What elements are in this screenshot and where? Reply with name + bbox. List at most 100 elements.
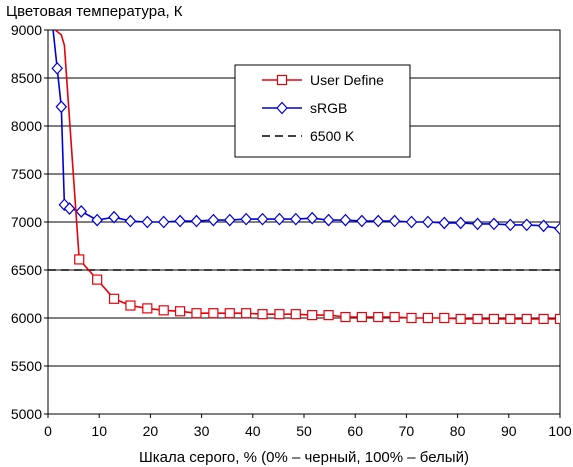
x-tick-label: 50	[296, 423, 312, 439]
y-tick-label: 8500	[11, 70, 42, 86]
data-point-user-define	[455, 313, 466, 325]
data-point-user-define	[142, 303, 153, 314]
data-point-srgb	[91, 213, 103, 227]
series-group	[48, 30, 560, 325]
legend-marker-user-define	[276, 74, 288, 86]
data-point-srgb	[124, 214, 137, 228]
data-point-srgb	[108, 210, 120, 224]
data-point-user-define	[389, 311, 400, 323]
legend: User Define sRGB 6500 K	[234, 64, 411, 158]
data-point-user-define	[554, 313, 560, 325]
y-tick-label: 6500	[11, 262, 42, 278]
x-tick-label: 0	[44, 423, 52, 439]
data-point-user-define	[290, 309, 301, 320]
legend-label: User Define	[310, 72, 384, 88]
x-tick-label: 100	[548, 423, 572, 439]
data-point-user-define	[422, 312, 434, 324]
data-point-srgb	[157, 215, 170, 229]
x-tick-label: 90	[501, 423, 517, 439]
data-point-srgb	[422, 215, 434, 229]
data-point-user-define	[191, 308, 202, 319]
data-point-user-define	[208, 308, 219, 319]
data-point-user-define	[356, 311, 367, 323]
data-point-srgb	[51, 62, 64, 75]
y-tick-label: 7500	[11, 166, 42, 182]
data-point-user-define	[108, 293, 120, 304]
data-point-srgb	[471, 217, 484, 231]
data-point-srgb	[240, 212, 252, 226]
series-user-define	[54, 30, 560, 325]
data-point-user-define	[74, 254, 85, 265]
data-point-srgb	[356, 214, 368, 228]
x-tick-label: 70	[399, 423, 415, 439]
data-point-user-define	[521, 313, 532, 325]
data-point-user-define	[406, 312, 417, 324]
data-point-user-define	[224, 308, 235, 319]
data-point-srgb	[75, 205, 88, 218]
data-point-srgb	[537, 219, 550, 233]
data-point-user-define	[174, 306, 186, 317]
x-tick-label: 80	[450, 423, 466, 439]
data-point-srgb	[223, 213, 236, 227]
data-point-srgb	[190, 214, 203, 228]
data-point-srgb	[554, 222, 560, 236]
data-point-user-define	[472, 313, 483, 325]
data-point-user-define	[373, 311, 384, 323]
data-point-user-define	[125, 300, 136, 311]
legend-label: 6500 K	[310, 128, 355, 144]
y-tick-label: 8000	[11, 118, 42, 134]
data-point-srgb	[174, 214, 186, 228]
x-tick-label: 30	[194, 423, 210, 439]
data-point-srgb	[273, 212, 286, 226]
x-axis-label: Шкала серого, % (0% – черный, 100% – бел…	[139, 449, 469, 466]
data-point-user-define	[257, 309, 268, 320]
x-axis-ticks: 0 10 20 30 40 50 60 70 80 90 100	[44, 414, 572, 439]
data-point-srgb	[306, 211, 319, 225]
data-point-srgb	[504, 218, 517, 232]
data-point-user-define	[241, 308, 252, 319]
data-point-srgb	[520, 218, 533, 232]
data-point-srgb	[322, 213, 335, 227]
data-point-srgb	[289, 212, 302, 226]
data-point-srgb	[438, 216, 451, 230]
data-point-user-define	[439, 312, 450, 324]
x-tick-label: 10	[91, 423, 107, 439]
x-tick-label: 20	[143, 423, 159, 439]
y-tick-label: 5000	[11, 406, 42, 422]
data-point-user-define	[323, 310, 334, 321]
data-point-srgb	[454, 216, 467, 230]
data-point-user-define	[538, 313, 549, 325]
y-tick-label: 6000	[11, 310, 42, 326]
data-point-srgb	[63, 202, 76, 215]
data-point-srgb	[339, 213, 352, 227]
data-point-user-define	[505, 313, 516, 325]
data-point-user-define	[307, 310, 318, 321]
data-point-srgb	[55, 100, 68, 114]
chart-title: Цветовая температура, К	[6, 3, 183, 20]
legend-item-user-define: User Define	[262, 72, 384, 88]
data-point-user-define	[274, 309, 285, 320]
x-tick-label: 40	[245, 423, 261, 439]
data-point-user-define	[92, 274, 103, 285]
y-tick-label: 7000	[11, 214, 42, 230]
series-srgb	[51, 30, 560, 236]
data-point-srgb	[256, 212, 269, 226]
legend-label: sRGB	[310, 100, 347, 116]
legend-item-6500-k: 6500 K	[262, 128, 355, 144]
y-axis-ticks: 5000 5500 6000 6500 7000 7500 8000 8500 9000	[11, 22, 48, 422]
data-point-user-define	[340, 311, 351, 323]
legend-marker-srgb	[276, 101, 288, 115]
data-point-srgb	[372, 214, 385, 228]
data-point-user-define	[158, 305, 169, 316]
data-point-srgb	[488, 217, 500, 231]
legend-item-srgb: sRGB	[262, 100, 347, 116]
data-point-user-define	[488, 313, 500, 325]
x-tick-label: 60	[347, 423, 363, 439]
data-point-srgb	[388, 214, 401, 228]
data-point-srgb	[405, 215, 418, 229]
y-tick-label: 5500	[11, 358, 42, 374]
data-point-srgb	[207, 213, 220, 227]
data-point-srgb	[141, 215, 154, 229]
y-tick-label: 9000	[11, 22, 42, 38]
